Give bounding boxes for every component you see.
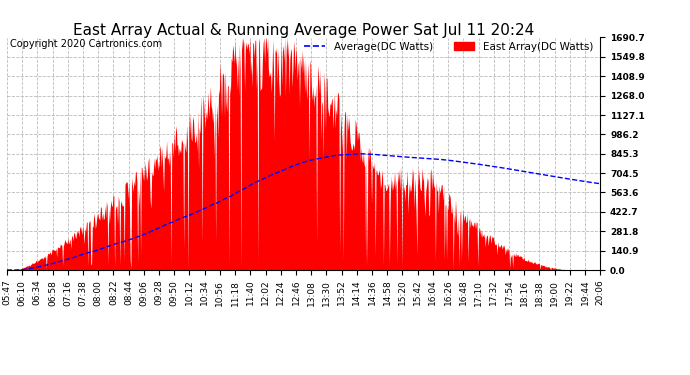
Text: Copyright 2020 Cartronics.com: Copyright 2020 Cartronics.com: [10, 39, 162, 50]
Legend: Average(DC Watts), East Array(DC Watts): Average(DC Watts), East Array(DC Watts): [300, 38, 598, 56]
Title: East Array Actual & Running Average Power Sat Jul 11 20:24: East Array Actual & Running Average Powe…: [73, 22, 534, 38]
